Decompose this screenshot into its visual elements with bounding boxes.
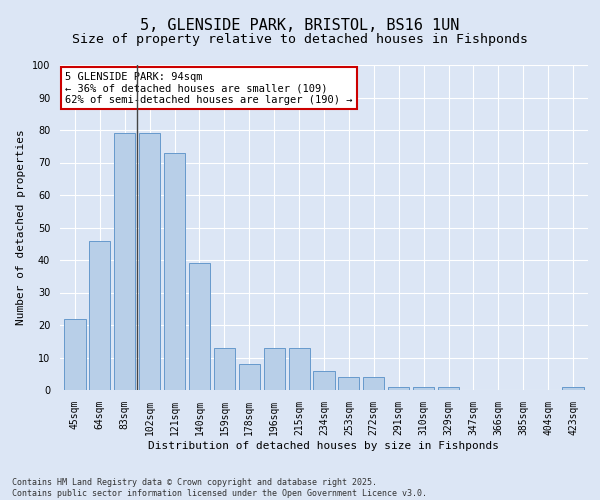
Bar: [313, 370, 335, 390]
Bar: [114, 133, 136, 390]
Bar: [139, 133, 160, 390]
Y-axis label: Number of detached properties: Number of detached properties: [16, 130, 26, 326]
Bar: [438, 387, 459, 390]
Bar: [289, 348, 310, 390]
Bar: [413, 387, 434, 390]
Bar: [363, 377, 385, 390]
Bar: [89, 240, 110, 390]
Bar: [263, 348, 285, 390]
Bar: [214, 348, 235, 390]
Text: 5 GLENSIDE PARK: 94sqm
← 36% of detached houses are smaller (109)
62% of semi-de: 5 GLENSIDE PARK: 94sqm ← 36% of detached…: [65, 72, 353, 104]
Bar: [189, 263, 210, 390]
Bar: [388, 387, 409, 390]
Text: Size of property relative to detached houses in Fishponds: Size of property relative to detached ho…: [72, 32, 528, 46]
Bar: [562, 387, 584, 390]
X-axis label: Distribution of detached houses by size in Fishponds: Distribution of detached houses by size …: [149, 440, 499, 450]
Text: 5, GLENSIDE PARK, BRISTOL, BS16 1UN: 5, GLENSIDE PARK, BRISTOL, BS16 1UN: [140, 18, 460, 32]
Bar: [239, 364, 260, 390]
Bar: [164, 153, 185, 390]
Bar: [338, 377, 359, 390]
Text: Contains HM Land Registry data © Crown copyright and database right 2025.
Contai: Contains HM Land Registry data © Crown c…: [12, 478, 427, 498]
Bar: [64, 318, 86, 390]
